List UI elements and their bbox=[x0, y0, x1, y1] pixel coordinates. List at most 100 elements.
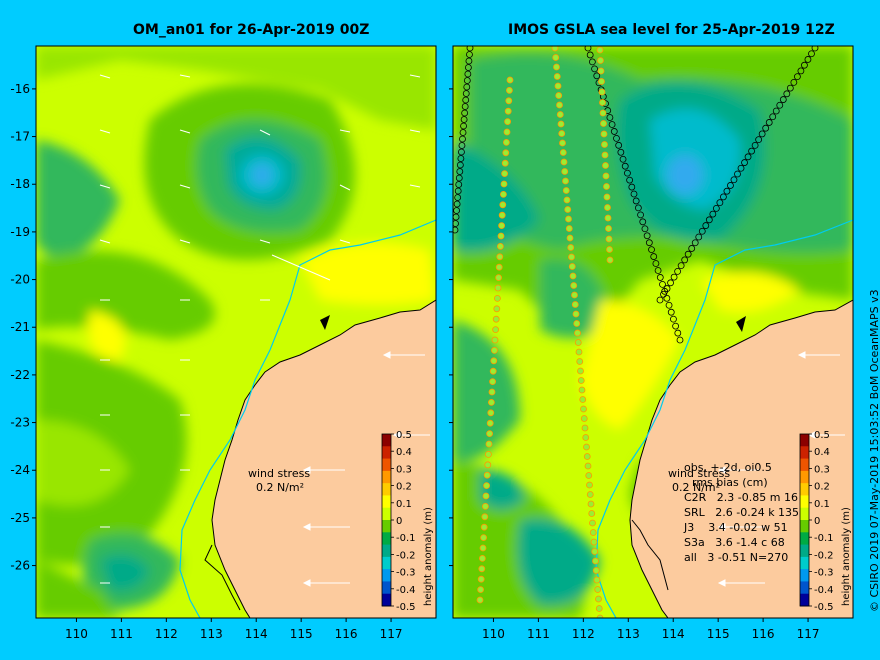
colorbar-segment bbox=[800, 495, 809, 509]
altimeter-observation bbox=[572, 310, 580, 318]
y-tick-label: -17 bbox=[10, 130, 30, 144]
altimeter-observation bbox=[684, 250, 692, 258]
altimeter-observation bbox=[617, 148, 625, 156]
y-tick-label: -16 bbox=[10, 82, 30, 96]
y-tick-label: -23 bbox=[10, 416, 30, 430]
altimeter-observation bbox=[461, 109, 469, 117]
x-tick-label: 115 bbox=[290, 627, 313, 641]
colorbar-tick-label: -0.4 bbox=[396, 585, 416, 596]
altimeter-observation bbox=[672, 322, 680, 330]
altimeter-observation bbox=[632, 197, 640, 205]
altimeter-observation bbox=[495, 263, 503, 271]
wind-arrows-left bbox=[99, 74, 430, 587]
wind-stress-scale-left: 0.2 N/m² bbox=[256, 481, 305, 494]
altimeter-observation bbox=[603, 193, 611, 201]
altimeter-observation bbox=[490, 346, 498, 354]
altimeter-observation bbox=[562, 177, 569, 185]
altimeter-observation bbox=[501, 170, 509, 178]
altimeter-observation bbox=[459, 135, 466, 143]
x-tick-label: 114 bbox=[662, 627, 685, 641]
altimeter-observation bbox=[586, 51, 594, 59]
axes: 110 111 112 113 114 115 116 117 -16 -17 -18 -19 -20 -… bbox=[10, 82, 819, 641]
obs-stats: obs, +-2d, oi0.5 rms bias (cm) C2R 2.3 -… bbox=[684, 460, 799, 565]
obs-stats-header: obs, +-2d, oi0.5 bbox=[684, 461, 772, 474]
altimeter-observation bbox=[487, 409, 495, 417]
altimeter-observation bbox=[645, 239, 653, 247]
altimeter-observation bbox=[588, 510, 596, 517]
obs-stats-subheader: rms bias (cm) bbox=[692, 476, 768, 489]
altimeter-observation bbox=[599, 109, 607, 117]
altimeter-observation bbox=[674, 329, 682, 337]
altimeter-observation bbox=[556, 111, 564, 118]
altimeter-observation bbox=[593, 576, 601, 584]
colorbar-tick-label: 0.2 bbox=[814, 482, 830, 493]
colorbar-tick-label: 0.5 bbox=[396, 430, 412, 441]
altimeter-observation bbox=[641, 225, 649, 233]
altimeter-observation bbox=[490, 357, 498, 365]
altimeter-observation bbox=[599, 99, 606, 106]
altimeter-observation bbox=[466, 46, 474, 52]
altimeter-observation bbox=[483, 471, 491, 479]
altimeter-observation bbox=[481, 502, 489, 510]
altimeter-observation bbox=[492, 315, 500, 323]
altimeter-observation bbox=[648, 246, 655, 254]
altimeter-observation bbox=[762, 124, 770, 132]
altimeter-observation bbox=[600, 120, 607, 127]
altimeter-observation bbox=[496, 253, 504, 261]
altimeter-observation bbox=[748, 147, 755, 155]
altimeter-observation bbox=[566, 234, 574, 242]
altimeter-observation bbox=[586, 491, 594, 498]
altimeter-observation bbox=[565, 225, 573, 232]
x-tick-label: 115 bbox=[707, 627, 730, 641]
altimeter-observation bbox=[496, 242, 504, 250]
altimeter-observation bbox=[779, 96, 787, 103]
altimeter-observation bbox=[583, 453, 591, 460]
altimeter-observation bbox=[565, 215, 572, 223]
y-tick-label: -26 bbox=[10, 559, 30, 573]
altimeter-observation bbox=[499, 201, 507, 209]
x-tick-label: 116 bbox=[335, 627, 358, 641]
altimeter-observation bbox=[501, 159, 509, 167]
altimeter-observation bbox=[769, 113, 777, 121]
altimeter-observation bbox=[561, 168, 569, 175]
x-tick-label: 116 bbox=[752, 627, 775, 641]
x-tick-label: 112 bbox=[155, 627, 178, 641]
altimeter-observation bbox=[553, 63, 560, 71]
altimeter-observation bbox=[660, 290, 667, 298]
altimeter-observation bbox=[454, 194, 462, 201]
altimeter-observation bbox=[634, 204, 642, 212]
altimeter-observation bbox=[758, 130, 766, 138]
altimeter-observation bbox=[476, 596, 484, 604]
altimeter-observation bbox=[554, 82, 562, 90]
altimeter-observation bbox=[571, 301, 579, 308]
altimeter-observation bbox=[590, 538, 598, 546]
colorbar-tick-label: 0.1 bbox=[396, 499, 412, 510]
altimeter-observation bbox=[808, 50, 815, 58]
altimeter-observation bbox=[555, 92, 563, 99]
colorbar-segment bbox=[382, 544, 391, 558]
altimeter-observation bbox=[665, 301, 673, 309]
altimeter-observation bbox=[484, 461, 492, 469]
altimeter-observation bbox=[592, 567, 600, 574]
altimeter-observation bbox=[484, 450, 492, 458]
colorbar-segment bbox=[382, 434, 391, 447]
altimeter-observation bbox=[630, 190, 638, 198]
altimeter-observation bbox=[551, 46, 559, 52]
altimeter-observation bbox=[734, 170, 741, 178]
colorbar-tick-label: 0.3 bbox=[814, 464, 830, 475]
altimeter-observation bbox=[479, 544, 487, 552]
colorbar-segment bbox=[382, 581, 391, 595]
colorbar-segment bbox=[800, 507, 809, 521]
altimeter-observation bbox=[601, 151, 609, 159]
colorbar-segment bbox=[800, 556, 809, 570]
altimeter-observation bbox=[712, 204, 720, 212]
wind-stress-scale-right: 0.2 N/m² bbox=[672, 481, 721, 494]
altimeter-observation bbox=[656, 274, 664, 281]
altimeter-observation bbox=[564, 206, 572, 213]
altimeter-observation bbox=[628, 183, 636, 191]
altimeter-observation bbox=[453, 207, 461, 214]
altimeter-observation bbox=[596, 614, 604, 618]
altimeter-observation bbox=[790, 78, 798, 86]
altimeter-observation bbox=[676, 336, 684, 344]
altimeter-observation bbox=[480, 523, 488, 531]
